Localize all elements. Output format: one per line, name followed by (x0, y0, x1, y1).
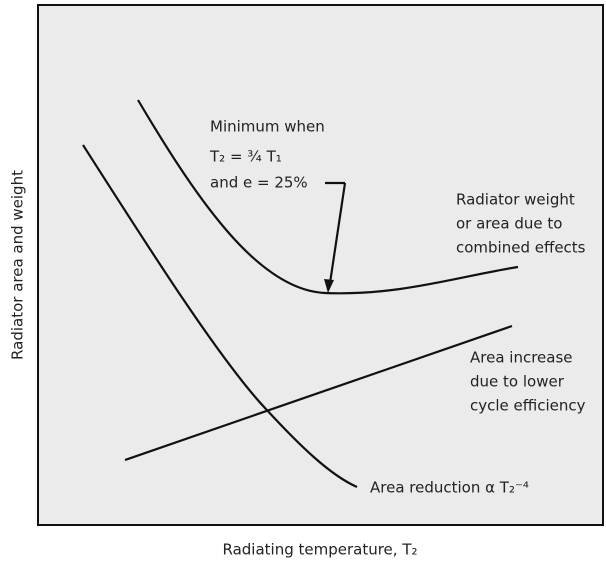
annotation: Minimum when (210, 118, 325, 136)
annotation: T₂ = ¾ T₁ (209, 148, 282, 166)
annotation: or area due to (456, 215, 562, 233)
reduction-curve (82, 144, 358, 489)
annotation: cycle efficiency (470, 397, 586, 415)
y-axis-label: Radiator area and weight (9, 170, 27, 360)
increase-line (124, 324, 513, 462)
combined-curve (137, 99, 519, 295)
annotation: due to lower (470, 373, 565, 391)
arrow-head (324, 279, 334, 293)
x-axis-label: Radiating temperature, T₂ (222, 541, 417, 559)
arrow (328, 182, 347, 284)
annotation: Area increase (470, 349, 573, 367)
annotation: and e = 25% (210, 174, 308, 192)
plot-frame (37, 4, 604, 526)
annotation: Radiator weight (456, 191, 575, 209)
annotation: Area reduction α T₂⁻⁴ (370, 479, 529, 497)
annotation: combined effects (456, 239, 586, 257)
